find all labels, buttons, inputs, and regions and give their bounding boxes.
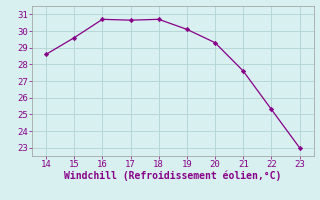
- X-axis label: Windchill (Refroidissement éolien,°C): Windchill (Refroidissement éolien,°C): [64, 171, 282, 181]
